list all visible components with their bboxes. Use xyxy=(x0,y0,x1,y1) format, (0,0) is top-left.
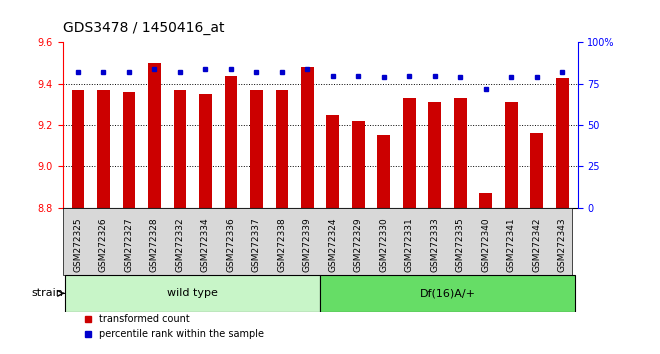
Bar xyxy=(224,75,238,208)
Text: GDS3478 / 1450416_at: GDS3478 / 1450416_at xyxy=(63,21,224,35)
Text: transformed count: transformed count xyxy=(99,314,189,324)
Text: percentile rank within the sample: percentile rank within the sample xyxy=(99,329,264,339)
Text: GSM272325: GSM272325 xyxy=(73,217,82,272)
Bar xyxy=(403,98,416,208)
Bar xyxy=(320,275,575,312)
Bar xyxy=(556,78,568,208)
Bar xyxy=(65,275,320,312)
Bar xyxy=(505,102,517,208)
Text: wild type: wild type xyxy=(167,289,218,298)
Bar xyxy=(327,115,339,208)
Bar xyxy=(275,90,288,208)
Text: GSM272334: GSM272334 xyxy=(201,217,210,272)
Bar xyxy=(97,90,110,208)
Text: GSM272326: GSM272326 xyxy=(99,217,108,272)
Bar xyxy=(72,90,84,208)
Bar xyxy=(531,133,543,208)
Text: GSM272331: GSM272331 xyxy=(405,217,414,272)
Bar xyxy=(148,63,161,208)
Text: GSM272340: GSM272340 xyxy=(481,217,490,272)
Bar xyxy=(378,136,390,208)
Bar xyxy=(428,102,441,208)
Bar xyxy=(301,67,314,208)
Text: GSM272330: GSM272330 xyxy=(379,217,388,272)
Text: GSM272341: GSM272341 xyxy=(507,217,515,272)
Text: GSM272333: GSM272333 xyxy=(430,217,440,272)
Text: Df(16)A/+: Df(16)A/+ xyxy=(420,289,475,298)
Bar xyxy=(479,193,492,208)
Bar xyxy=(250,90,263,208)
Bar xyxy=(63,208,572,275)
Text: GSM272329: GSM272329 xyxy=(354,217,363,272)
Bar xyxy=(123,92,135,208)
Bar xyxy=(352,121,365,208)
Text: GSM272342: GSM272342 xyxy=(532,218,541,272)
Text: GSM272324: GSM272324 xyxy=(328,218,337,272)
Bar xyxy=(199,94,212,208)
Text: strain: strain xyxy=(31,289,63,298)
Text: GSM272338: GSM272338 xyxy=(277,217,286,272)
Text: GSM272328: GSM272328 xyxy=(150,217,159,272)
Text: GSM272335: GSM272335 xyxy=(456,217,465,272)
Text: GSM272339: GSM272339 xyxy=(303,217,312,272)
Text: GSM272337: GSM272337 xyxy=(252,217,261,272)
Text: GSM272343: GSM272343 xyxy=(558,217,567,272)
Text: GSM272332: GSM272332 xyxy=(176,217,184,272)
Text: GSM272327: GSM272327 xyxy=(125,217,133,272)
Text: GSM272336: GSM272336 xyxy=(226,217,236,272)
Bar xyxy=(454,98,467,208)
Bar xyxy=(174,90,186,208)
